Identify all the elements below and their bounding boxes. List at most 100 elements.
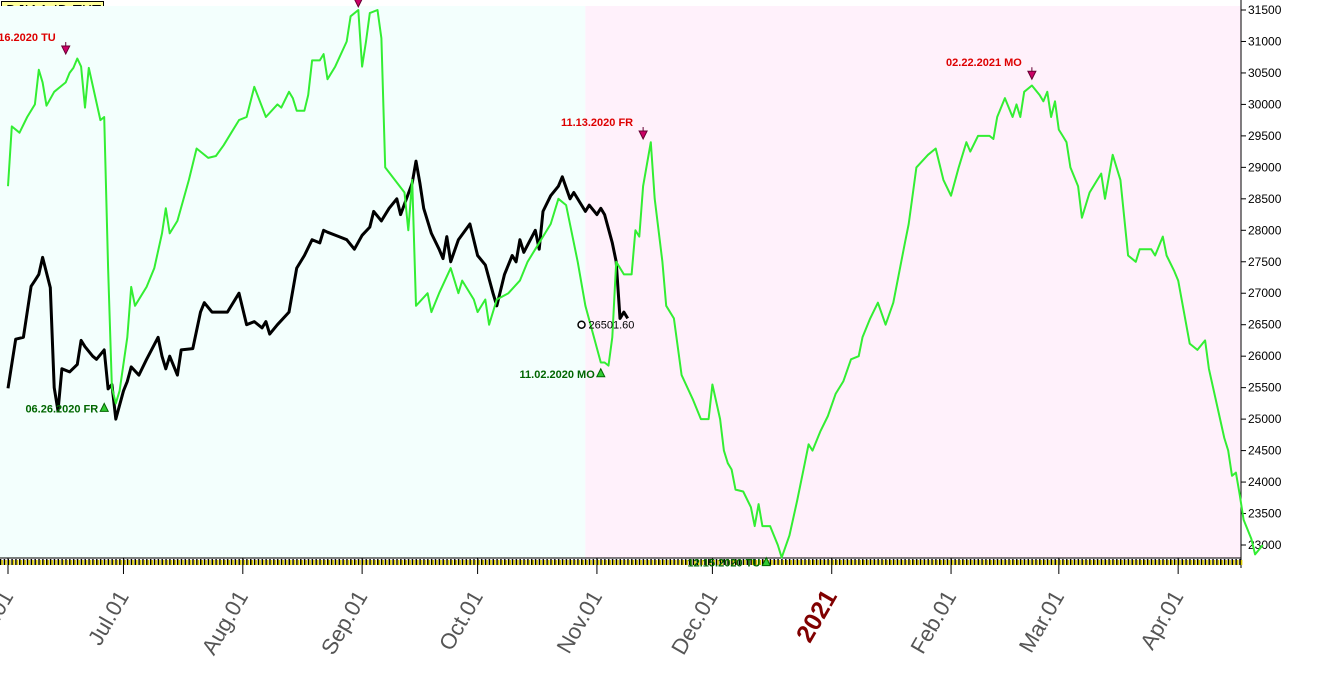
x-day-tick-fill: [1236, 560, 1239, 565]
x-day-tick-fill: [136, 560, 138, 565]
x-day-tick-fill: [20, 560, 23, 565]
x-day-tick-fill: [1129, 560, 1131, 565]
x-day-tick: [742, 559, 745, 565]
x-day-tick: [373, 559, 375, 565]
x-day-tick-fill: [832, 560, 835, 565]
x-day-tick-fill: [393, 560, 396, 565]
x-day-tick-fill: [116, 560, 119, 565]
x-day-tick: [654, 559, 656, 565]
x-day-tick-fill: [875, 560, 877, 565]
x-day-tick: [527, 559, 529, 565]
x-day-tick-fill: [744, 560, 746, 565]
x-day-tick-fill: [1183, 560, 1185, 565]
x-day-tick: [1127, 559, 1130, 565]
x-day-tick-fill: [62, 560, 65, 565]
x-day-tick-fill: [147, 560, 150, 565]
x-day-tick-fill: [1233, 560, 1235, 565]
x-day-tick: [631, 559, 633, 565]
x-day-tick-fill: [490, 560, 492, 565]
x-day-tick: [788, 559, 791, 565]
x-day-tick-fill: [724, 560, 727, 565]
x-day-tick-fill: [1209, 560, 1212, 565]
x-day-tick-fill: [867, 560, 869, 565]
x-day-tick-fill: [532, 560, 535, 565]
x-day-tick: [273, 559, 275, 565]
x-day-tick: [315, 559, 317, 565]
x-day-tick-fill: [655, 560, 658, 565]
x-day-tick-fill: [470, 560, 473, 565]
x-day-tick-fill: [43, 560, 46, 565]
x-day-tick-fill: [1032, 560, 1035, 565]
x-day-tick: [365, 559, 367, 565]
x-day-tick: [785, 559, 787, 565]
x-day-tick: [249, 559, 252, 565]
x-day-tick-fill: [948, 560, 950, 565]
x-day-tick: [388, 559, 391, 565]
x-day-tick: [138, 559, 140, 565]
x-day-tick: [454, 559, 456, 565]
x-day-tick-fill: [517, 560, 519, 565]
x-day-tick: [819, 559, 822, 565]
x-day-tick: [885, 559, 887, 565]
x-day-tick: [777, 559, 779, 565]
x-day-tick-fill: [301, 560, 304, 565]
x-day-tick-fill: [1079, 560, 1081, 565]
top-turn-label: 06.16.2020 TU: [0, 32, 56, 44]
x-day-tick-fill: [601, 560, 604, 565]
x-day-tick-fill: [420, 560, 423, 565]
x-day-tick-fill: [374, 560, 377, 565]
x-day-tick: [754, 559, 756, 565]
x-day-tick-fill: [139, 560, 142, 565]
x-day-tick-fill: [386, 560, 388, 565]
x-day-tick-fill: [1005, 560, 1008, 565]
x-day-tick: [1239, 559, 1241, 565]
x-day-tick-fill: [366, 560, 369, 565]
x-day-tick: [1031, 559, 1033, 565]
x-day-tick: [1173, 559, 1176, 565]
x-day-tick-fill: [112, 560, 115, 565]
x-day-tick: [1123, 559, 1126, 565]
y-tick-label: 28000: [1248, 223, 1282, 237]
x-day-tick-fill: [55, 560, 57, 565]
x-day-tick-fill: [282, 560, 284, 565]
x-day-tick: [1116, 559, 1118, 565]
x-day-tick: [761, 559, 764, 565]
x-day-tick-fill: [936, 560, 939, 565]
x-day-tick: [188, 559, 190, 565]
x-day-tick-fill: [278, 560, 281, 565]
x-day-tick-fill: [1009, 560, 1012, 565]
x-day-tick-fill: [790, 560, 792, 565]
x-day-tick-fill: [805, 560, 808, 565]
x-day-tick: [19, 559, 21, 565]
x-day-tick: [708, 559, 710, 565]
x-day-tick-fill: [486, 560, 488, 565]
x-day-tick-fill: [151, 560, 154, 565]
x-day-tick-fill: [632, 560, 635, 565]
x-day-tick: [677, 559, 679, 565]
x-day-tick: [1004, 559, 1006, 565]
x-day-tick-fill: [428, 560, 431, 565]
x-month-label: Aug.01: [197, 586, 254, 659]
x-day-tick: [465, 559, 468, 565]
x-month-label: Oct.01: [434, 586, 488, 655]
x-day-tick-fill: [663, 560, 665, 565]
x-day-tick: [919, 559, 922, 565]
x-day-tick-fill: [474, 560, 477, 565]
x-day-tick-fill: [493, 560, 496, 565]
x-day-tick: [731, 559, 733, 565]
x-day-tick-fill: [859, 560, 862, 565]
x-day-tick: [684, 559, 687, 565]
x-day-tick-fill: [647, 560, 650, 565]
bottom-turn-label: 11.02.2020 MO: [520, 369, 596, 381]
x-day-tick: [658, 559, 660, 565]
x-day-tick-fill: [1, 560, 3, 565]
x-day-tick: [892, 559, 895, 565]
x-day-tick: [719, 559, 722, 565]
x-day-tick: [480, 559, 483, 565]
x-day-tick: [935, 559, 937, 565]
x-day-tick-fill: [251, 560, 254, 565]
x-day-tick-fill: [12, 560, 15, 565]
x-day-tick-fill: [224, 560, 227, 565]
x-day-tick-fill: [459, 560, 461, 565]
x-day-tick: [1042, 559, 1045, 565]
